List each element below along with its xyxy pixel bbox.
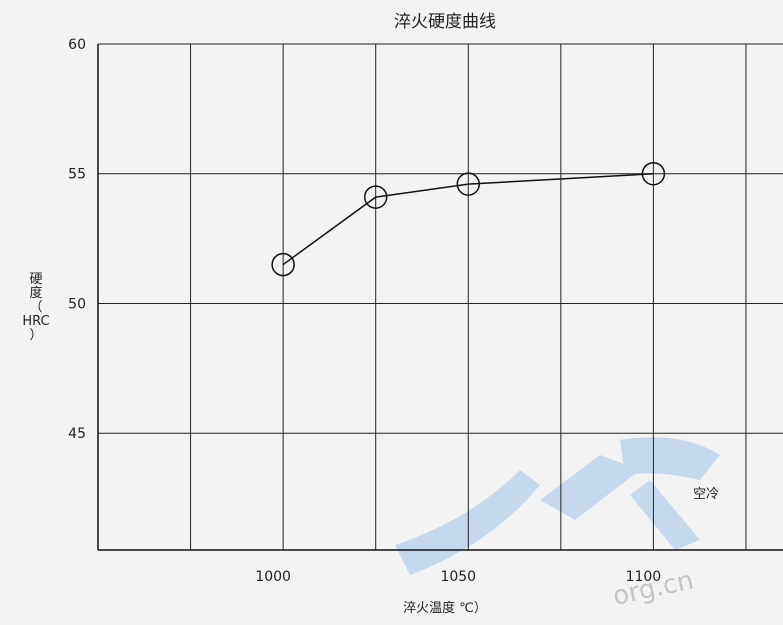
y-axis-label-part: ） bbox=[29, 328, 42, 343]
y-axis-label: 硬度（ HRC） bbox=[22, 272, 49, 343]
data-point-marker bbox=[641, 161, 666, 186]
y-tick-label: 60 bbox=[68, 37, 86, 53]
x-tick-label: 1000 bbox=[255, 569, 291, 585]
data-point-marker bbox=[271, 252, 295, 277]
y-axis-label-part: 度 bbox=[29, 285, 42, 301]
y-axis-label-part: HRC bbox=[22, 314, 49, 329]
data-point-marker bbox=[456, 172, 481, 196]
chart-title: 淬火硬度曲线 bbox=[394, 12, 496, 32]
air-cool-annotation: 空冷 bbox=[693, 487, 719, 502]
labels: 淬火硬度曲线 淬火温度 ℃） 空冷 硬度（ HRC） bbox=[22, 12, 719, 616]
x-tick-label: 1100 bbox=[626, 569, 662, 585]
grid bbox=[98, 43, 783, 550]
watermark: org.cn bbox=[395, 437, 720, 612]
y-tick-label: 45 bbox=[68, 426, 86, 442]
axes: 60 55 50 45 1000 1050 1100 bbox=[68, 37, 783, 585]
x-axis-label: 淬火温度 ℃） bbox=[403, 600, 487, 616]
y-tick-label: 50 bbox=[68, 296, 86, 312]
y-axis-label-part: 硬 bbox=[29, 272, 42, 287]
series-line bbox=[282, 172, 654, 266]
y-tick-label: 55 bbox=[68, 167, 86, 183]
x-tick-label: 1050 bbox=[440, 569, 476, 585]
data-series bbox=[271, 161, 666, 277]
data-point-marker bbox=[363, 185, 388, 209]
y-axis-label-part: （ bbox=[29, 300, 42, 315]
